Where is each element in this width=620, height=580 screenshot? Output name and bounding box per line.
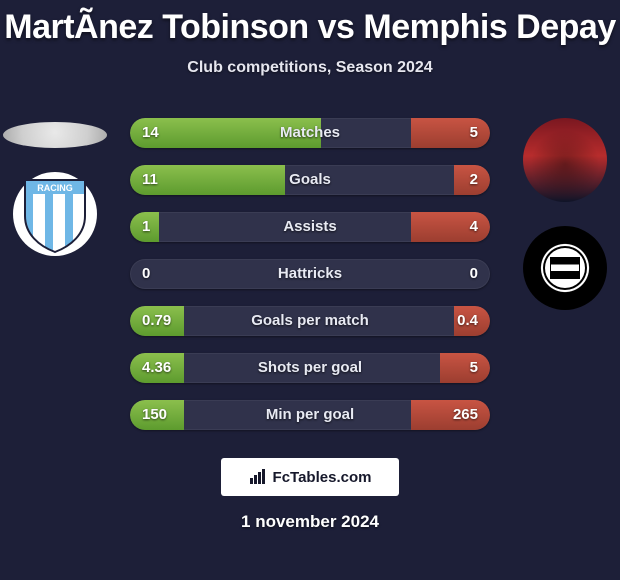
stat-label: Min per goal xyxy=(130,400,490,430)
right-club-badge xyxy=(523,226,607,310)
stat-label: Hattricks xyxy=(130,259,490,289)
stat-row: 145Matches xyxy=(130,118,490,148)
stat-row: 14Assists xyxy=(130,212,490,242)
left-player-column: RACING xyxy=(0,118,110,256)
stat-row: 00Hattricks xyxy=(130,259,490,289)
stat-row: 0.790.4Goals per match xyxy=(130,306,490,336)
stat-label: Assists xyxy=(130,212,490,242)
right-player-column xyxy=(510,118,620,310)
stat-row: 4.365Shots per goal xyxy=(130,353,490,383)
date-label: 1 november 2024 xyxy=(0,512,620,532)
stat-label: Shots per goal xyxy=(130,353,490,383)
svg-text:RACING: RACING xyxy=(37,183,73,193)
stat-label: Goals xyxy=(130,165,490,195)
brand-icon xyxy=(249,468,267,486)
brand-badge: FcTables.com xyxy=(221,458,399,496)
brand-label: FcTables.com xyxy=(273,469,372,486)
stat-row: 112Goals xyxy=(130,165,490,195)
right-player-photo xyxy=(523,118,607,202)
stat-label: Goals per match xyxy=(130,306,490,336)
stat-bars: 145Matches 112Goals 14Assists 00Hattricks 0.… xyxy=(130,118,490,447)
subtitle: Club competitions, Season 2024 xyxy=(0,59,620,77)
stat-label: Matches xyxy=(130,118,490,148)
left-club-badge: RACING xyxy=(13,172,97,256)
stat-row: 150265Min per goal xyxy=(130,400,490,430)
page-title: MartÃ­nez Tobinson vs Memphis Depay xyxy=(0,0,620,47)
left-player-photo xyxy=(3,122,107,148)
